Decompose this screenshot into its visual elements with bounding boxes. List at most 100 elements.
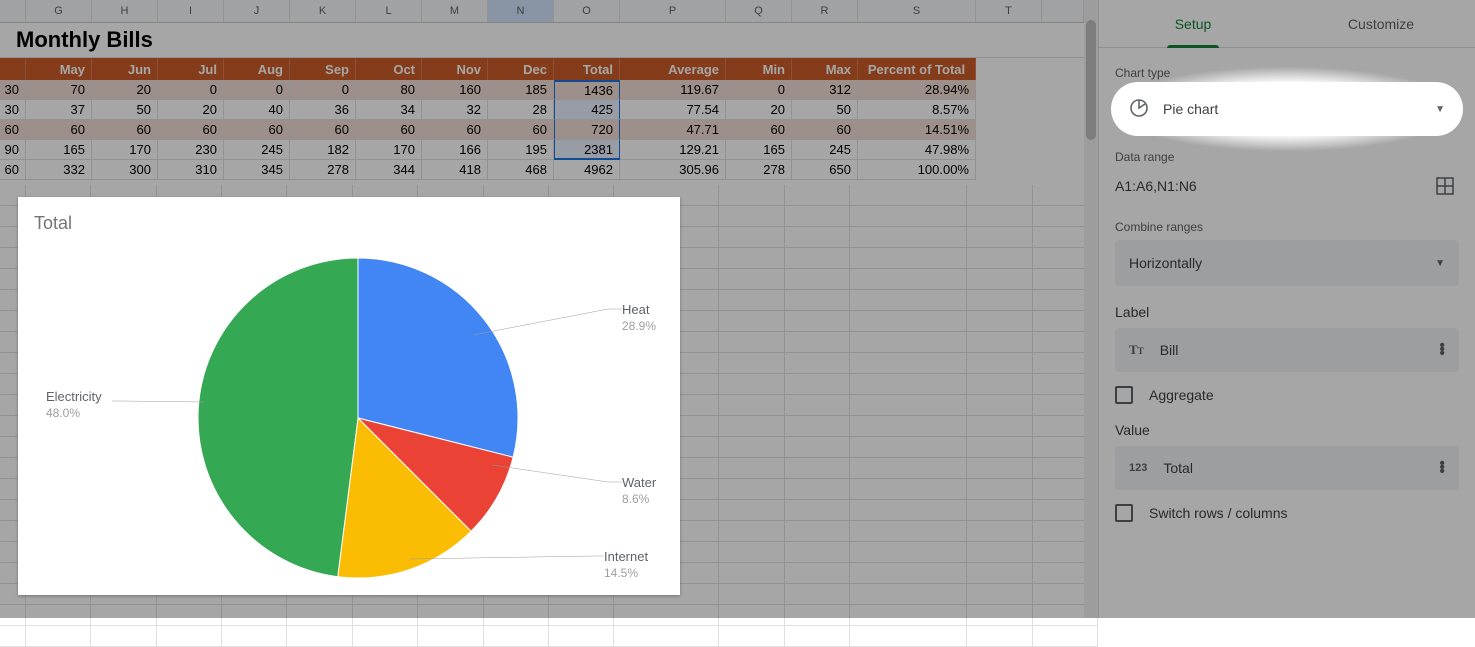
header-cell[interactable] — [0, 58, 26, 80]
data-cell[interactable]: 50 — [792, 100, 858, 120]
data-cell[interactable]: 60 — [726, 120, 792, 140]
data-cell[interactable]: 305.96 — [620, 160, 726, 180]
column-header[interactable]: K — [290, 0, 356, 22]
data-cell[interactable]: 60 — [92, 120, 158, 140]
data-cell[interactable]: 60 — [356, 120, 422, 140]
data-cell[interactable]: 36 — [290, 100, 356, 120]
data-cell[interactable]: 47.71 — [620, 120, 726, 140]
data-cell[interactable]: 312 — [792, 80, 858, 100]
chart-type-dropdown[interactable]: Pie chart ▼ — [1115, 86, 1459, 132]
data-cell[interactable]: 129.21 — [620, 140, 726, 160]
data-cell[interactable]: 166 — [422, 140, 488, 160]
header-cell[interactable]: Total — [554, 58, 620, 80]
header-cell[interactable]: Min — [726, 58, 792, 80]
header-cell[interactable]: Max — [792, 58, 858, 80]
table-row[interactable]: 30375020403634322842577.5420508.57% — [0, 100, 1098, 120]
data-cell[interactable]: 60 — [0, 160, 26, 180]
data-cell[interactable]: 165 — [26, 140, 92, 160]
table-row[interactable]: 60606060606060606072047.71606014.51% — [0, 120, 1098, 140]
combine-ranges-dropdown[interactable]: Horizontally ▼ — [1115, 240, 1459, 286]
data-cell[interactable]: 34 — [356, 100, 422, 120]
data-cell[interactable]: 14.51% — [858, 120, 976, 140]
data-cell[interactable]: 418 — [422, 160, 488, 180]
header-cell[interactable]: May — [26, 58, 92, 80]
column-header[interactable]: N — [488, 0, 554, 22]
table-row[interactable]: 901651702302451821701661952381129.211652… — [0, 140, 1098, 160]
data-cell[interactable]: 160 — [422, 80, 488, 100]
column-header[interactable]: J — [224, 0, 290, 22]
data-cell[interactable]: 60 — [422, 120, 488, 140]
more-icon[interactable]: ••• — [1439, 462, 1445, 474]
data-cell[interactable]: 278 — [290, 160, 356, 180]
table-row[interactable]: 307020000801601851436119.67031228.94% — [0, 80, 1098, 100]
header-cell[interactable]: Dec — [488, 58, 554, 80]
data-cell[interactable]: 278 — [726, 160, 792, 180]
data-cell[interactable]: 1436 — [554, 80, 620, 100]
data-cell[interactable]: 28.94% — [858, 80, 976, 100]
data-cell[interactable]: 60 — [224, 120, 290, 140]
data-cell[interactable]: 20 — [92, 80, 158, 100]
header-cell[interactable]: Percent of Total — [858, 58, 976, 80]
data-cell[interactable]: 60 — [290, 120, 356, 140]
switch-rows-cols-checkbox[interactable]: Switch rows / columns — [1115, 504, 1459, 522]
column-header[interactable]: I — [158, 0, 224, 22]
tab-setup[interactable]: Setup — [1099, 0, 1287, 48]
column-header[interactable]: S — [858, 0, 976, 22]
column-header[interactable] — [0, 0, 26, 22]
vertical-scrollbar[interactable] — [1084, 0, 1098, 618]
data-cell[interactable]: 50 — [92, 100, 158, 120]
data-cell[interactable]: 30 — [0, 100, 26, 120]
data-cell[interactable]: 47.98% — [858, 140, 976, 160]
data-cell[interactable]: 185 — [488, 80, 554, 100]
data-cell[interactable]: 77.54 — [620, 100, 726, 120]
header-cell[interactable]: Sep — [290, 58, 356, 80]
more-icon[interactable]: ••• — [1439, 344, 1445, 356]
data-cell[interactable]: 332 — [26, 160, 92, 180]
data-cell[interactable]: 20 — [726, 100, 792, 120]
data-cell[interactable]: 70 — [26, 80, 92, 100]
data-cell[interactable]: 0 — [726, 80, 792, 100]
data-cell[interactable]: 195 — [488, 140, 554, 160]
header-cell[interactable]: Jul — [158, 58, 224, 80]
data-cell[interactable]: 30 — [0, 80, 26, 100]
data-cell[interactable]: 425 — [554, 100, 620, 120]
data-cell[interactable]: 60 — [158, 120, 224, 140]
data-cell[interactable]: 40 — [224, 100, 290, 120]
column-header[interactable]: T — [976, 0, 1042, 22]
data-cell[interactable]: 0 — [290, 80, 356, 100]
data-cell[interactable]: 37 — [26, 100, 92, 120]
data-cell[interactable]: 60 — [792, 120, 858, 140]
data-cell[interactable]: 4962 — [554, 160, 620, 180]
label-chip[interactable]: TT Bill ••• — [1115, 328, 1459, 372]
table-row[interactable]: 603323003103452783444184684962305.962786… — [0, 160, 1098, 180]
data-cell[interactable]: 2381 — [554, 140, 620, 160]
data-cell[interactable]: 0 — [158, 80, 224, 100]
data-cell[interactable]: 345 — [224, 160, 290, 180]
column-header[interactable]: Q — [726, 0, 792, 22]
data-cell[interactable]: 32 — [422, 100, 488, 120]
data-cell[interactable]: 245 — [224, 140, 290, 160]
data-cell[interactable]: 119.67 — [620, 80, 726, 100]
data-cell[interactable]: 0 — [224, 80, 290, 100]
data-cell[interactable]: 720 — [554, 120, 620, 140]
data-range-input[interactable]: A1:A6,N1:N6 — [1115, 170, 1431, 202]
tab-customize[interactable]: Customize — [1287, 0, 1475, 48]
data-cell[interactable]: 650 — [792, 160, 858, 180]
column-header[interactable]: L — [356, 0, 422, 22]
data-cell[interactable]: 60 — [0, 120, 26, 140]
data-cell[interactable]: 100.00% — [858, 160, 976, 180]
data-cell[interactable]: 60 — [26, 120, 92, 140]
data-cell[interactable]: 468 — [488, 160, 554, 180]
data-cell[interactable]: 310 — [158, 160, 224, 180]
value-chip[interactable]: 123 Total ••• — [1115, 446, 1459, 490]
header-cell[interactable]: Jun — [92, 58, 158, 80]
header-cell[interactable]: Average — [620, 58, 726, 80]
header-cell[interactable]: Aug — [224, 58, 290, 80]
column-header[interactable]: H — [92, 0, 158, 22]
data-cell[interactable]: 80 — [356, 80, 422, 100]
column-header[interactable]: M — [422, 0, 488, 22]
data-cell[interactable]: 344 — [356, 160, 422, 180]
select-range-button[interactable] — [1431, 172, 1459, 200]
data-cell[interactable]: 90 — [0, 140, 26, 160]
column-header[interactable]: R — [792, 0, 858, 22]
